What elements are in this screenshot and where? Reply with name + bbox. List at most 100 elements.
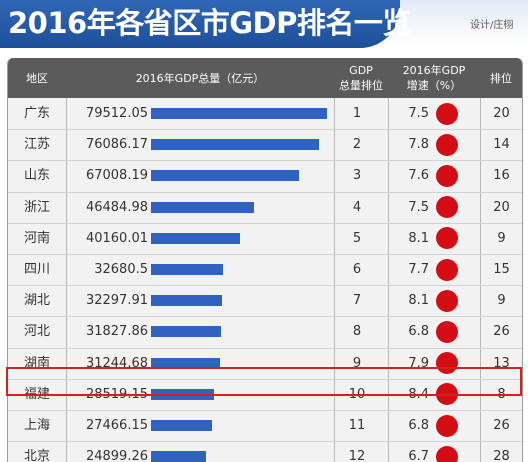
gdp-bar [151, 139, 320, 151]
column-divider [480, 98, 481, 462]
growth-dot [436, 445, 458, 462]
gdp-rank: 6 [352, 262, 362, 277]
growth-value: 8.1 [408, 293, 429, 309]
row-divider [8, 285, 522, 287]
region-cell: 湖南 [23, 355, 50, 371]
gdp-value: 67008.19 [85, 168, 148, 184]
row-divider [8, 378, 522, 380]
growth-value: 7.6 [408, 168, 429, 184]
gdp-value: 31244.68 [85, 355, 148, 371]
page-title: 2016年各省区市GDP排名一览 [0, 0, 411, 48]
table-row: 浙江 46484.98 4 7.5 20 [8, 192, 522, 223]
table-row: 北京 24899.26 12 6.7 28 [8, 441, 522, 462]
gdp-rank: 8 [352, 324, 362, 340]
gdp-rank: 12 [348, 449, 366, 462]
growth-rank: 9 [497, 230, 506, 246]
growth-dot [436, 258, 458, 281]
gdp-bar [151, 451, 207, 462]
gdp-bar [151, 420, 212, 432]
table-row: 湖北 32297.91 7 8.1 9 [8, 285, 522, 316]
growth-rank: 26 [493, 324, 510, 340]
row-divider [8, 254, 522, 255]
gdp-ranking-table: 地区 2016年GDP总量（亿元） GDP 总量排位 2016年GDP 增速（%… [7, 58, 523, 462]
column-divider [388, 98, 389, 462]
table-row: 河北 31827.86 8 6.8 26 [8, 316, 522, 347]
gdp-value: 27466.15 [85, 418, 148, 433]
region-cell: 浙江 [23, 199, 50, 215]
gdp-bar [151, 232, 240, 244]
gdp-rank: 5 [352, 230, 362, 246]
gdp-bar [151, 326, 222, 338]
table-row: 河南 40160.01 5 8.1 9 [8, 223, 522, 254]
table-row: 上海 27466.15 11 6.8 26 [8, 410, 522, 441]
gdp-bar [151, 295, 223, 307]
growth-dot [436, 102, 458, 125]
growth-rank: 9 [497, 293, 506, 309]
growth-rank: 15 [493, 262, 510, 277]
gdp-rank: 3 [352, 168, 362, 184]
region-cell: 广东 [23, 106, 50, 121]
header-growth-rank: 排位 [490, 71, 512, 85]
region-cell: 湖北 [23, 293, 50, 309]
region-cell: 上海 [23, 418, 50, 433]
growth-value: 7.9 [408, 355, 429, 371]
gdp-rank: 4 [352, 199, 362, 215]
gdp-rank: 11 [348, 418, 366, 433]
region-cell: 四川 [23, 262, 50, 277]
growth-value: 8.1 [408, 230, 429, 246]
gdp-bar [151, 170, 300, 182]
row-divider [8, 191, 522, 193]
growth-rank: 16 [493, 168, 510, 184]
row-divider [8, 222, 522, 224]
row-divider [8, 347, 522, 349]
table-row: 山东 67008.19 3 7.6 16 [8, 160, 522, 191]
gdp-rank: 2 [352, 137, 362, 153]
growth-dot [436, 133, 458, 156]
column-divider [334, 98, 335, 462]
region-cell: 山东 [23, 168, 50, 184]
gdp-value: 32297.91 [85, 293, 148, 309]
growth-dot [436, 196, 458, 219]
growth-value: 6.8 [408, 418, 429, 433]
gdp-value: 31827.86 [85, 324, 148, 340]
gdp-rank: 9 [352, 355, 362, 371]
title-banner: 2016年各省区市GDP排名一览 设计/庄栩 [0, 0, 528, 48]
growth-rank: 20 [493, 199, 510, 215]
row-divider [8, 129, 522, 131]
row-divider [8, 160, 522, 162]
table-row: 四川 32680.5 6 7.7 15 [8, 254, 522, 285]
growth-value: 7.5 [408, 199, 429, 215]
region-cell: 江苏 [23, 137, 50, 153]
gdp-value: 76086.17 [85, 137, 148, 153]
growth-rank: 28 [493, 449, 510, 462]
gdp-value: 32680.5 [94, 262, 148, 277]
growth-rank: 20 [493, 106, 510, 121]
column-divider [66, 98, 67, 462]
highlight-box [6, 367, 522, 396]
growth-dot [436, 414, 458, 437]
growth-rank: 13 [493, 355, 510, 371]
growth-dot [436, 289, 458, 312]
growth-dot [436, 227, 458, 250]
table-row: 江苏 76086.17 2 7.8 14 [8, 129, 522, 160]
row-divider [8, 316, 522, 318]
gdp-bar [151, 201, 254, 213]
gdp-value: 40160.01 [85, 230, 148, 246]
region-cell: 河南 [23, 230, 50, 246]
growth-value: 7.8 [408, 137, 429, 153]
header-rank: GDP 总量排位 [339, 64, 383, 92]
row-divider [8, 410, 522, 411]
region-cell: 北京 [23, 449, 50, 462]
growth-value: 7.5 [408, 106, 429, 121]
growth-value: 7.7 [408, 262, 429, 277]
region-cell: 河北 [23, 324, 50, 340]
table-header: 地区 2016年GDP总量（亿元） GDP 总量排位 2016年GDP 增速（%… [8, 58, 522, 98]
growth-rank: 26 [493, 418, 510, 433]
gdp-bar [151, 108, 327, 120]
gdp-value: 24899.26 [85, 449, 148, 462]
credit-text: 设计/庄栩 [470, 20, 514, 31]
header-growth: 2016年GDP 增速（%） [402, 64, 466, 92]
gdp-bar [151, 357, 221, 369]
gdp-bar [151, 264, 224, 276]
growth-value: 6.8 [408, 324, 429, 340]
